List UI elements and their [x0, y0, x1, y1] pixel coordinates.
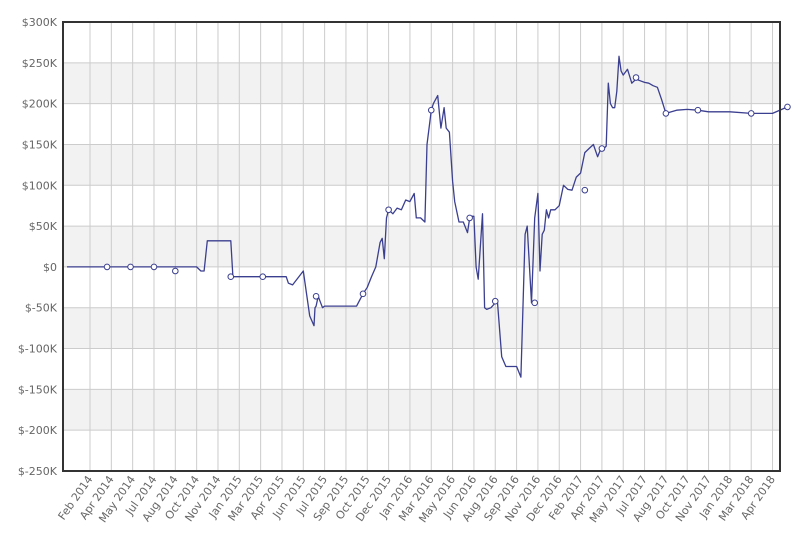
data-point-marker — [747, 110, 755, 117]
y-tick-label: $-200K — [18, 424, 58, 437]
data-point-marker — [491, 297, 499, 305]
y-tick-label: $250K — [22, 57, 58, 70]
y-tick-label: $150K — [22, 138, 58, 151]
data-point-marker — [259, 273, 267, 281]
y-tick-label: $-50K — [25, 302, 58, 315]
y-tick-label: $-100K — [18, 343, 58, 356]
data-point-marker — [385, 206, 392, 214]
data-point-marker — [581, 186, 589, 194]
data-point-marker — [598, 145, 606, 152]
data-point-marker — [359, 290, 367, 298]
data-point-marker — [172, 267, 179, 275]
y-tick-label: $200K — [22, 98, 58, 111]
data-point-marker — [427, 106, 435, 114]
marker-layer — [103, 74, 791, 307]
data-point-marker — [662, 110, 670, 117]
data-point-marker — [784, 103, 791, 111]
plot-band — [63, 389, 780, 431]
gridlines — [63, 21, 780, 472]
y-tick-label: $-150K — [18, 383, 58, 396]
data-point-marker — [103, 263, 111, 271]
plot-band — [63, 226, 780, 267]
data-point-marker — [694, 106, 702, 114]
data-point-marker — [227, 273, 235, 281]
plot-band — [63, 307, 780, 349]
plot-frame — [62, 21, 781, 472]
y-tick-label: $-250K — [18, 465, 58, 478]
plot-band — [63, 62, 780, 104]
data-point-marker — [531, 299, 539, 307]
data-point-marker — [632, 74, 640, 81]
data-point-marker — [466, 214, 473, 222]
plot-band — [63, 144, 780, 186]
data-point-marker — [127, 263, 134, 271]
y-axis-tick-labels: $300K $250K $200K $150K $100K $50K $0 $-50K $-10… — [18, 16, 58, 478]
data-point-marker — [312, 292, 320, 300]
y-tick-label: $100K — [22, 179, 58, 192]
plot-background-bands — [63, 22, 780, 471]
y-tick-label: $300K — [22, 16, 58, 29]
y-tick-label: $50K — [29, 220, 58, 233]
y-tick-label: $0 — [43, 261, 57, 274]
data-point-marker — [150, 263, 158, 271]
